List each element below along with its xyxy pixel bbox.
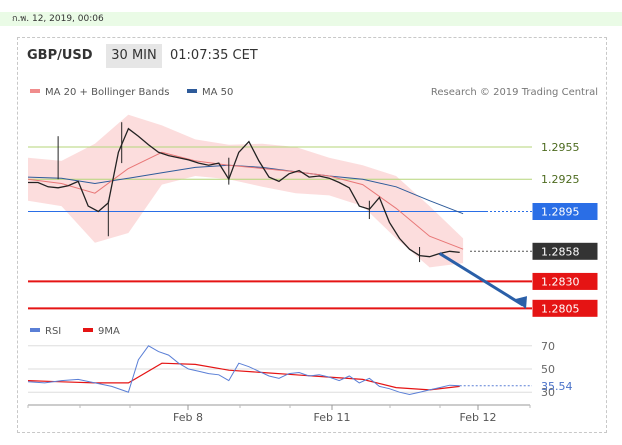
rsi-line bbox=[27, 345, 460, 396]
ma20-line bbox=[27, 151, 464, 250]
legend-label: MA 50 bbox=[202, 87, 234, 98]
rsi-9ma-line bbox=[27, 362, 460, 391]
date-bar: ก.พ. 12, 2019, 00:06 bbox=[0, 12, 622, 26]
legend-label: 9MA bbox=[98, 326, 120, 337]
level-label-1.2858: 1.2858 bbox=[541, 245, 580, 258]
forecast-arrow bbox=[438, 252, 524, 307]
legend-item-ma20-bollinger: MA 20 + Bollinger Bands bbox=[30, 87, 169, 98]
level-label-box-1.2895 bbox=[532, 203, 598, 220]
legend-label: MA 20 + Bollinger Bands bbox=[45, 87, 170, 98]
level-label-box-1.2830 bbox=[532, 272, 598, 290]
level-label-box-1.2858 bbox=[532, 242, 598, 260]
clock-time: 01:07:35 CET bbox=[170, 48, 258, 63]
legend-item-ma50: MA 50 bbox=[187, 87, 233, 98]
timeframe-selector[interactable]: 30 MIN bbox=[106, 44, 162, 68]
ma50-line bbox=[27, 164, 464, 215]
rsi-last-value: 35.54 bbox=[541, 380, 573, 393]
legend-label: RSI bbox=[45, 326, 62, 337]
rsi-tick-30: 30 bbox=[541, 386, 555, 399]
legend-swatch bbox=[30, 328, 40, 332]
level-label-1.2805: 1.2805 bbox=[541, 302, 580, 315]
level-label-1.2955: 1.2955 bbox=[541, 141, 580, 154]
research-credit: Research © 2019 Trading Central bbox=[430, 87, 598, 98]
level-label-1.2925: 1.2925 bbox=[541, 173, 580, 186]
x-tick-label: Feb 11 bbox=[314, 411, 351, 424]
legend-swatch bbox=[187, 89, 197, 93]
symbol-title: GBP/USD bbox=[27, 48, 93, 63]
x-tick-label: Feb 8 bbox=[173, 411, 203, 424]
x-tick-label: Feb 12 bbox=[460, 411, 497, 424]
level-label-1.2830: 1.2830 bbox=[541, 275, 580, 288]
level-label-box-1.2925 bbox=[532, 170, 598, 188]
forecast-arrowhead bbox=[515, 296, 527, 310]
legend-item-9ma: 9MA bbox=[83, 326, 120, 337]
level-label-box-1.2805 bbox=[532, 299, 598, 317]
price-line bbox=[28, 127, 460, 258]
rsi-tick-50: 50 bbox=[541, 363, 555, 376]
legend-swatch bbox=[30, 89, 40, 93]
level-label-box-1.2955 bbox=[532, 138, 598, 156]
level-label-1.2895: 1.2895 bbox=[541, 206, 580, 219]
legend-swatch bbox=[83, 328, 93, 332]
bollinger-band bbox=[28, 114, 464, 268]
legend-item-rsi: RSI bbox=[30, 326, 61, 337]
chart-frame bbox=[17, 37, 607, 433]
rsi-tick-70: 70 bbox=[541, 340, 555, 353]
